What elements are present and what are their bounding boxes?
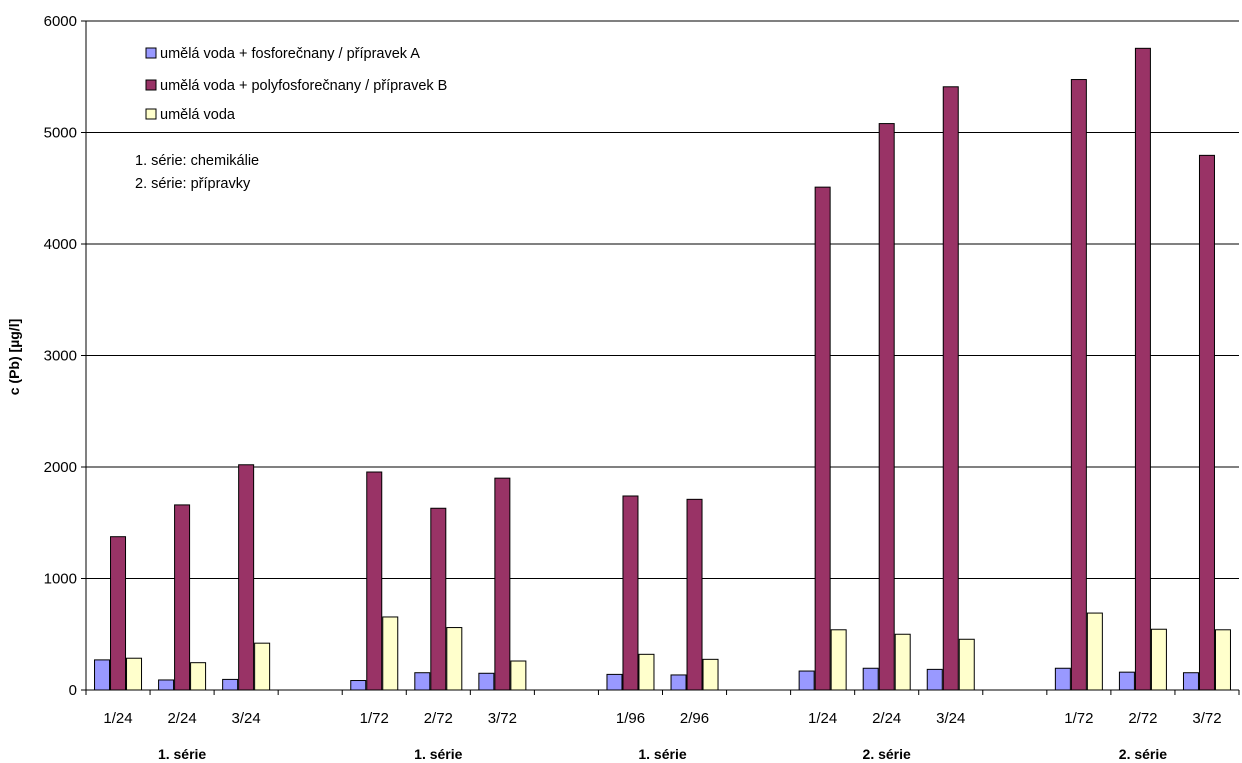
series-b-bar: [1134, 47, 1151, 691]
group-label: 1. série: [414, 746, 462, 762]
y-tick-label: 0: [69, 682, 77, 699]
x-tick-label: 2/72: [1128, 710, 1157, 727]
series-b-bar: [174, 504, 191, 691]
x-tick-label: 1/24: [103, 710, 132, 727]
series-a-bar: [926, 668, 943, 691]
series-c-bar: [1150, 628, 1167, 691]
x-tick-label: 3/72: [1192, 710, 1221, 727]
bars: [94, 47, 1231, 691]
x-tick-label: 2/24: [872, 710, 901, 727]
series-b-bar: [942, 86, 959, 691]
series-c-bar: [382, 616, 399, 691]
series-c-bar: [126, 657, 143, 691]
group-label: 1. série: [638, 746, 686, 762]
series-c-bar: [254, 642, 271, 691]
gridlines: [86, 20, 1239, 579]
series-c-bar: [446, 627, 463, 691]
x-tick-label: 3/24: [936, 710, 965, 727]
series-a-bar: [350, 680, 367, 691]
series-c-bar: [1086, 612, 1103, 691]
x-tick-label: 1/24: [808, 710, 837, 727]
y-tick-label: 3000: [44, 348, 77, 365]
series-c-bar: [702, 658, 719, 691]
group-label: 2. série: [1119, 746, 1167, 762]
series-a-bar: [478, 672, 495, 691]
x-tick-label: 2/96: [680, 710, 709, 727]
legend-label-series-a: umělá voda + fosforečnany / přípravek A: [160, 46, 420, 62]
x-tick-label: 1/72: [1064, 710, 1093, 727]
series-a-bar: [158, 679, 175, 691]
series-a-bar: [222, 678, 239, 691]
x-tick-label: 3/72: [488, 710, 517, 727]
series-a-bar: [798, 670, 815, 691]
annotation-series-2: 2. série: přípravky: [135, 176, 251, 192]
series-b-bar: [686, 498, 703, 691]
series-a-bar: [1118, 671, 1135, 691]
y-tick-labels: 0 1000 2000 3000 4000 5000 6000: [44, 13, 86, 699]
x-tick-labels: 1/24 2/24 3/24 1/72 2/72 3/72 1/96 2/96 1/24 2/24…: [85, 690, 1240, 727]
series-b-bar: [814, 186, 831, 691]
series-b-bar: [366, 471, 383, 691]
series-a-bar: [606, 673, 623, 691]
legend: umělá voda + fosforečnany / přípravek A …: [145, 46, 447, 123]
series-b-bar: [430, 507, 447, 691]
series-b-bar: [878, 123, 895, 691]
series-b-bar: [1198, 154, 1215, 691]
legend-label-series-b: umělá voda + polyfosforečnany / příprave…: [160, 78, 447, 94]
series-c-bar: [830, 629, 847, 691]
group-label: 1. série: [158, 746, 206, 762]
y-tick-label: 1000: [44, 571, 77, 588]
series-c-bar: [190, 662, 207, 691]
series-b-bar: [238, 464, 255, 691]
series-b-bar: [1070, 79, 1087, 691]
series-a-bar: [1182, 672, 1199, 691]
legend-swatch-series-c: [145, 108, 157, 120]
series-a-bar: [1054, 667, 1071, 691]
series-a-bar: [414, 672, 431, 691]
legend-label-series-c: umělá voda: [160, 107, 236, 123]
annotation-series-1: 1. série: chemikálie: [135, 153, 259, 169]
series-a-bar: [94, 659, 111, 691]
legend-swatch-series-b: [145, 79, 157, 91]
series-a-bar: [670, 674, 687, 691]
series-c-bar: [510, 660, 527, 691]
x-tick-label: 1/96: [616, 710, 645, 727]
series-b-bar: [494, 477, 511, 691]
group-label: 2. série: [863, 746, 911, 762]
y-tick-label: 2000: [44, 459, 77, 476]
series-c-bar: [1214, 629, 1231, 691]
series-b-bar: [110, 536, 127, 691]
y-tick-label: 6000: [44, 13, 77, 30]
y-axis-label: c (Pb) [µg/l]: [6, 319, 22, 396]
group-labels: 1. série 1. série 1. série 2. série 2. série: [158, 746, 1167, 762]
series-a-bar: [862, 667, 879, 691]
x-tick-label: 3/24: [232, 710, 261, 727]
series-c-bar: [638, 653, 655, 691]
x-tick-label: 2/72: [424, 710, 453, 727]
x-tick-label: 2/24: [167, 710, 196, 727]
y-tick-label: 4000: [44, 236, 77, 253]
series-c-bar: [894, 633, 911, 691]
series-c-bar: [958, 638, 975, 691]
x-tick-label: 1/72: [360, 710, 389, 727]
legend-swatch-series-a: [145, 47, 157, 59]
y-tick-label: 5000: [44, 125, 77, 142]
series-b-bar: [622, 495, 639, 691]
